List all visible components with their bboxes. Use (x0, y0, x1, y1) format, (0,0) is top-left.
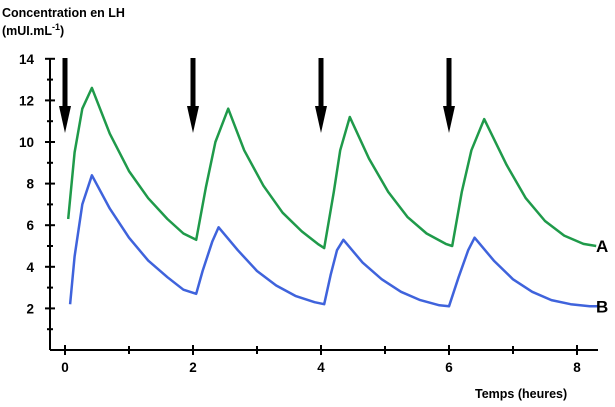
y-axis-label-line2: (mUI.mL-1) (2, 22, 64, 38)
injection-arrow (443, 58, 455, 133)
x-tick-label: 4 (317, 360, 325, 375)
y-tick-label: 6 (26, 218, 34, 233)
y-tick-label: 14 (19, 52, 35, 67)
y-ticks: 2 4 6 8 10 12 14 (19, 52, 55, 331)
y-tick-label: 12 (19, 93, 34, 108)
injection-arrows (59, 58, 455, 133)
x-axis-label: Temps (heures) (475, 387, 567, 401)
series-line-B (68, 174, 600, 308)
x-tick-label: 6 (445, 360, 453, 375)
y-tick-label: 2 (26, 301, 34, 316)
series-label-A: A (596, 237, 608, 256)
injection-arrow (315, 58, 327, 133)
x-ticks: 0 2 4 6 8 (61, 345, 581, 375)
y-tick-label: 8 (26, 177, 34, 192)
x-tick-label: 2 (189, 360, 197, 375)
series-line-A (66, 86, 597, 250)
y-tick-label: 4 (26, 260, 34, 275)
x-tick-label: 0 (61, 360, 69, 375)
x-tick-label: 8 (573, 360, 581, 375)
injection-arrow (59, 58, 71, 133)
y-tick-label: 10 (19, 135, 34, 150)
injection-arrow (187, 58, 199, 133)
y-axis-label-line1: Concentration en LH (2, 6, 125, 20)
series-label-B: B (596, 297, 608, 316)
series-curves: AB (66, 86, 608, 316)
